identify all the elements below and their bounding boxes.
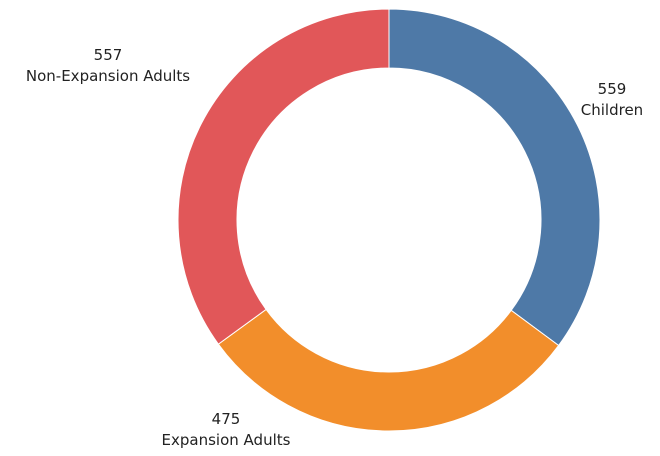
- donut-slice-non-expansion-adults[interactable]: [177, 8, 390, 345]
- donut-slice-expansion-adults[interactable]: [217, 308, 560, 432]
- slice-category-label: Expansion Adults: [162, 431, 291, 449]
- slice-value-label: 475: [212, 410, 241, 428]
- donut-slices: [177, 8, 601, 432]
- slice-category-label: Children: [581, 101, 643, 119]
- slice-category-label: Non-Expansion Adults: [26, 67, 190, 85]
- slice-value-label: 559: [598, 80, 627, 98]
- slice-value-label: 557: [94, 46, 123, 64]
- slice-labels: 559 Children 475 Expansion Adults 557 Non-Exp…: [26, 46, 643, 449]
- donut-slice-children[interactable]: [388, 8, 601, 347]
